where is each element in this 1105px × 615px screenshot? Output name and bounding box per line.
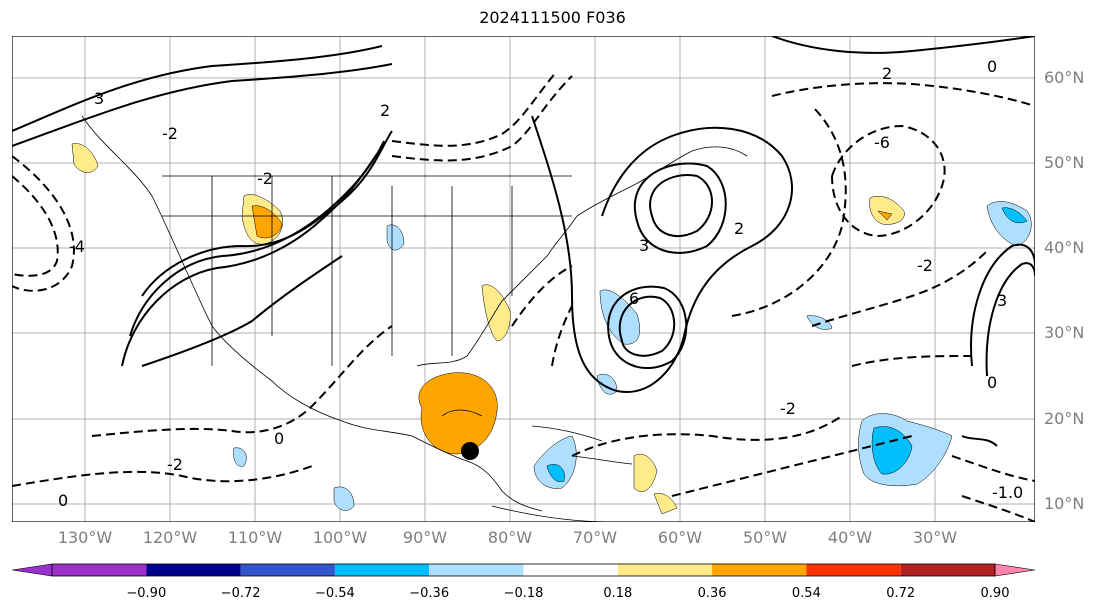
colorbar-tick-label: 0.54 [791, 586, 821, 601]
map-panel: 3 2 3 6 2 0 0 0 0 3 -6 -2 -2 -2 -4 -2 2 … [12, 36, 1035, 522]
colorbar-tick-label: −0.36 [409, 586, 450, 601]
contour-label: -2 [167, 455, 183, 474]
colorbar-over-arrow [994, 563, 1035, 577]
colorbar-bin [146, 564, 241, 576]
colorbar-tick-label: 0.18 [603, 586, 633, 601]
shaded-negative [233, 201, 1032, 511]
contour-label: 6 [629, 289, 639, 308]
lat-label: 10°N [1044, 494, 1085, 513]
colorbar-bin [523, 564, 618, 576]
colorbar-tick-label: −0.90 [126, 586, 167, 601]
contour-label: 2 [380, 101, 390, 120]
shaded-positive [71, 143, 905, 515]
lon-label: 30°W [912, 528, 958, 547]
contour-label: -2 [780, 399, 796, 418]
lat-label: 50°N [1044, 153, 1085, 172]
colorbar [12, 563, 1035, 577]
colorbar-bin [240, 564, 335, 576]
lon-label: 80°W [487, 528, 533, 547]
lon-label: 60°W [657, 528, 703, 547]
contour-label: 2 [882, 64, 892, 83]
contour-label: 0 [987, 57, 997, 76]
contour-label: -2 [162, 124, 178, 143]
lat-label: 20°N [1044, 409, 1085, 428]
colorbar-tick-label: −0.18 [503, 586, 544, 601]
lat-label: 40°N [1044, 238, 1085, 257]
contour-label: 0 [58, 491, 68, 510]
solid-contours [12, 36, 1035, 447]
contour-label: 3 [94, 89, 104, 108]
colorbar-bin [52, 564, 147, 576]
colorbar-bin [429, 564, 524, 576]
contour-label-group: 3 2 3 6 2 0 0 0 0 3 -6 -2 -2 -2 -4 -2 2 … [58, 57, 1023, 510]
colorbar-bin [900, 564, 995, 576]
contour-label: -6 [874, 133, 890, 152]
lat-label: 30°N [1044, 323, 1085, 342]
contour-label: 0 [987, 373, 997, 392]
colorbar-tick-label: 0.72 [886, 586, 916, 601]
colorbar-bin [712, 564, 807, 576]
lat-label: 60°N [1044, 68, 1085, 87]
lon-label: 120°W [142, 528, 198, 547]
dashed-contours [12, 70, 1035, 522]
contour-label: -2 [257, 169, 273, 188]
lon-label: 40°W [827, 528, 873, 547]
colorbar-tick-label: −0.72 [220, 586, 261, 601]
storm-center-marker [461, 442, 479, 460]
lon-label: 100°W [312, 528, 368, 547]
contour-label: 2 [734, 219, 744, 238]
contour-label: -1.0 [992, 483, 1023, 502]
map-title: 2024111500 F036 [479, 8, 626, 27]
contour-label: 3 [639, 236, 649, 255]
colorbar-tick-label: 0.90 [980, 586, 1010, 601]
contour-label: 0 [274, 429, 284, 448]
colorbar-under-arrow [12, 563, 53, 577]
contour-label: -4 [69, 237, 85, 256]
colorbar-tick-label: 0.36 [697, 586, 727, 601]
contour-label: -2 [917, 256, 933, 275]
lon-label: 70°W [572, 528, 618, 547]
lon-label: 90°W [402, 528, 448, 547]
colorbar-tick-label: −0.54 [314, 586, 355, 601]
colorbar-bin [334, 564, 430, 576]
contour-label: 3 [997, 291, 1007, 310]
colorbar-bin [617, 564, 713, 576]
lon-label: 110°W [227, 528, 283, 547]
graticule [12, 36, 1035, 522]
lon-label: 130°W [57, 528, 113, 547]
colorbar-bin [806, 564, 901, 576]
lon-label: 50°W [742, 528, 788, 547]
